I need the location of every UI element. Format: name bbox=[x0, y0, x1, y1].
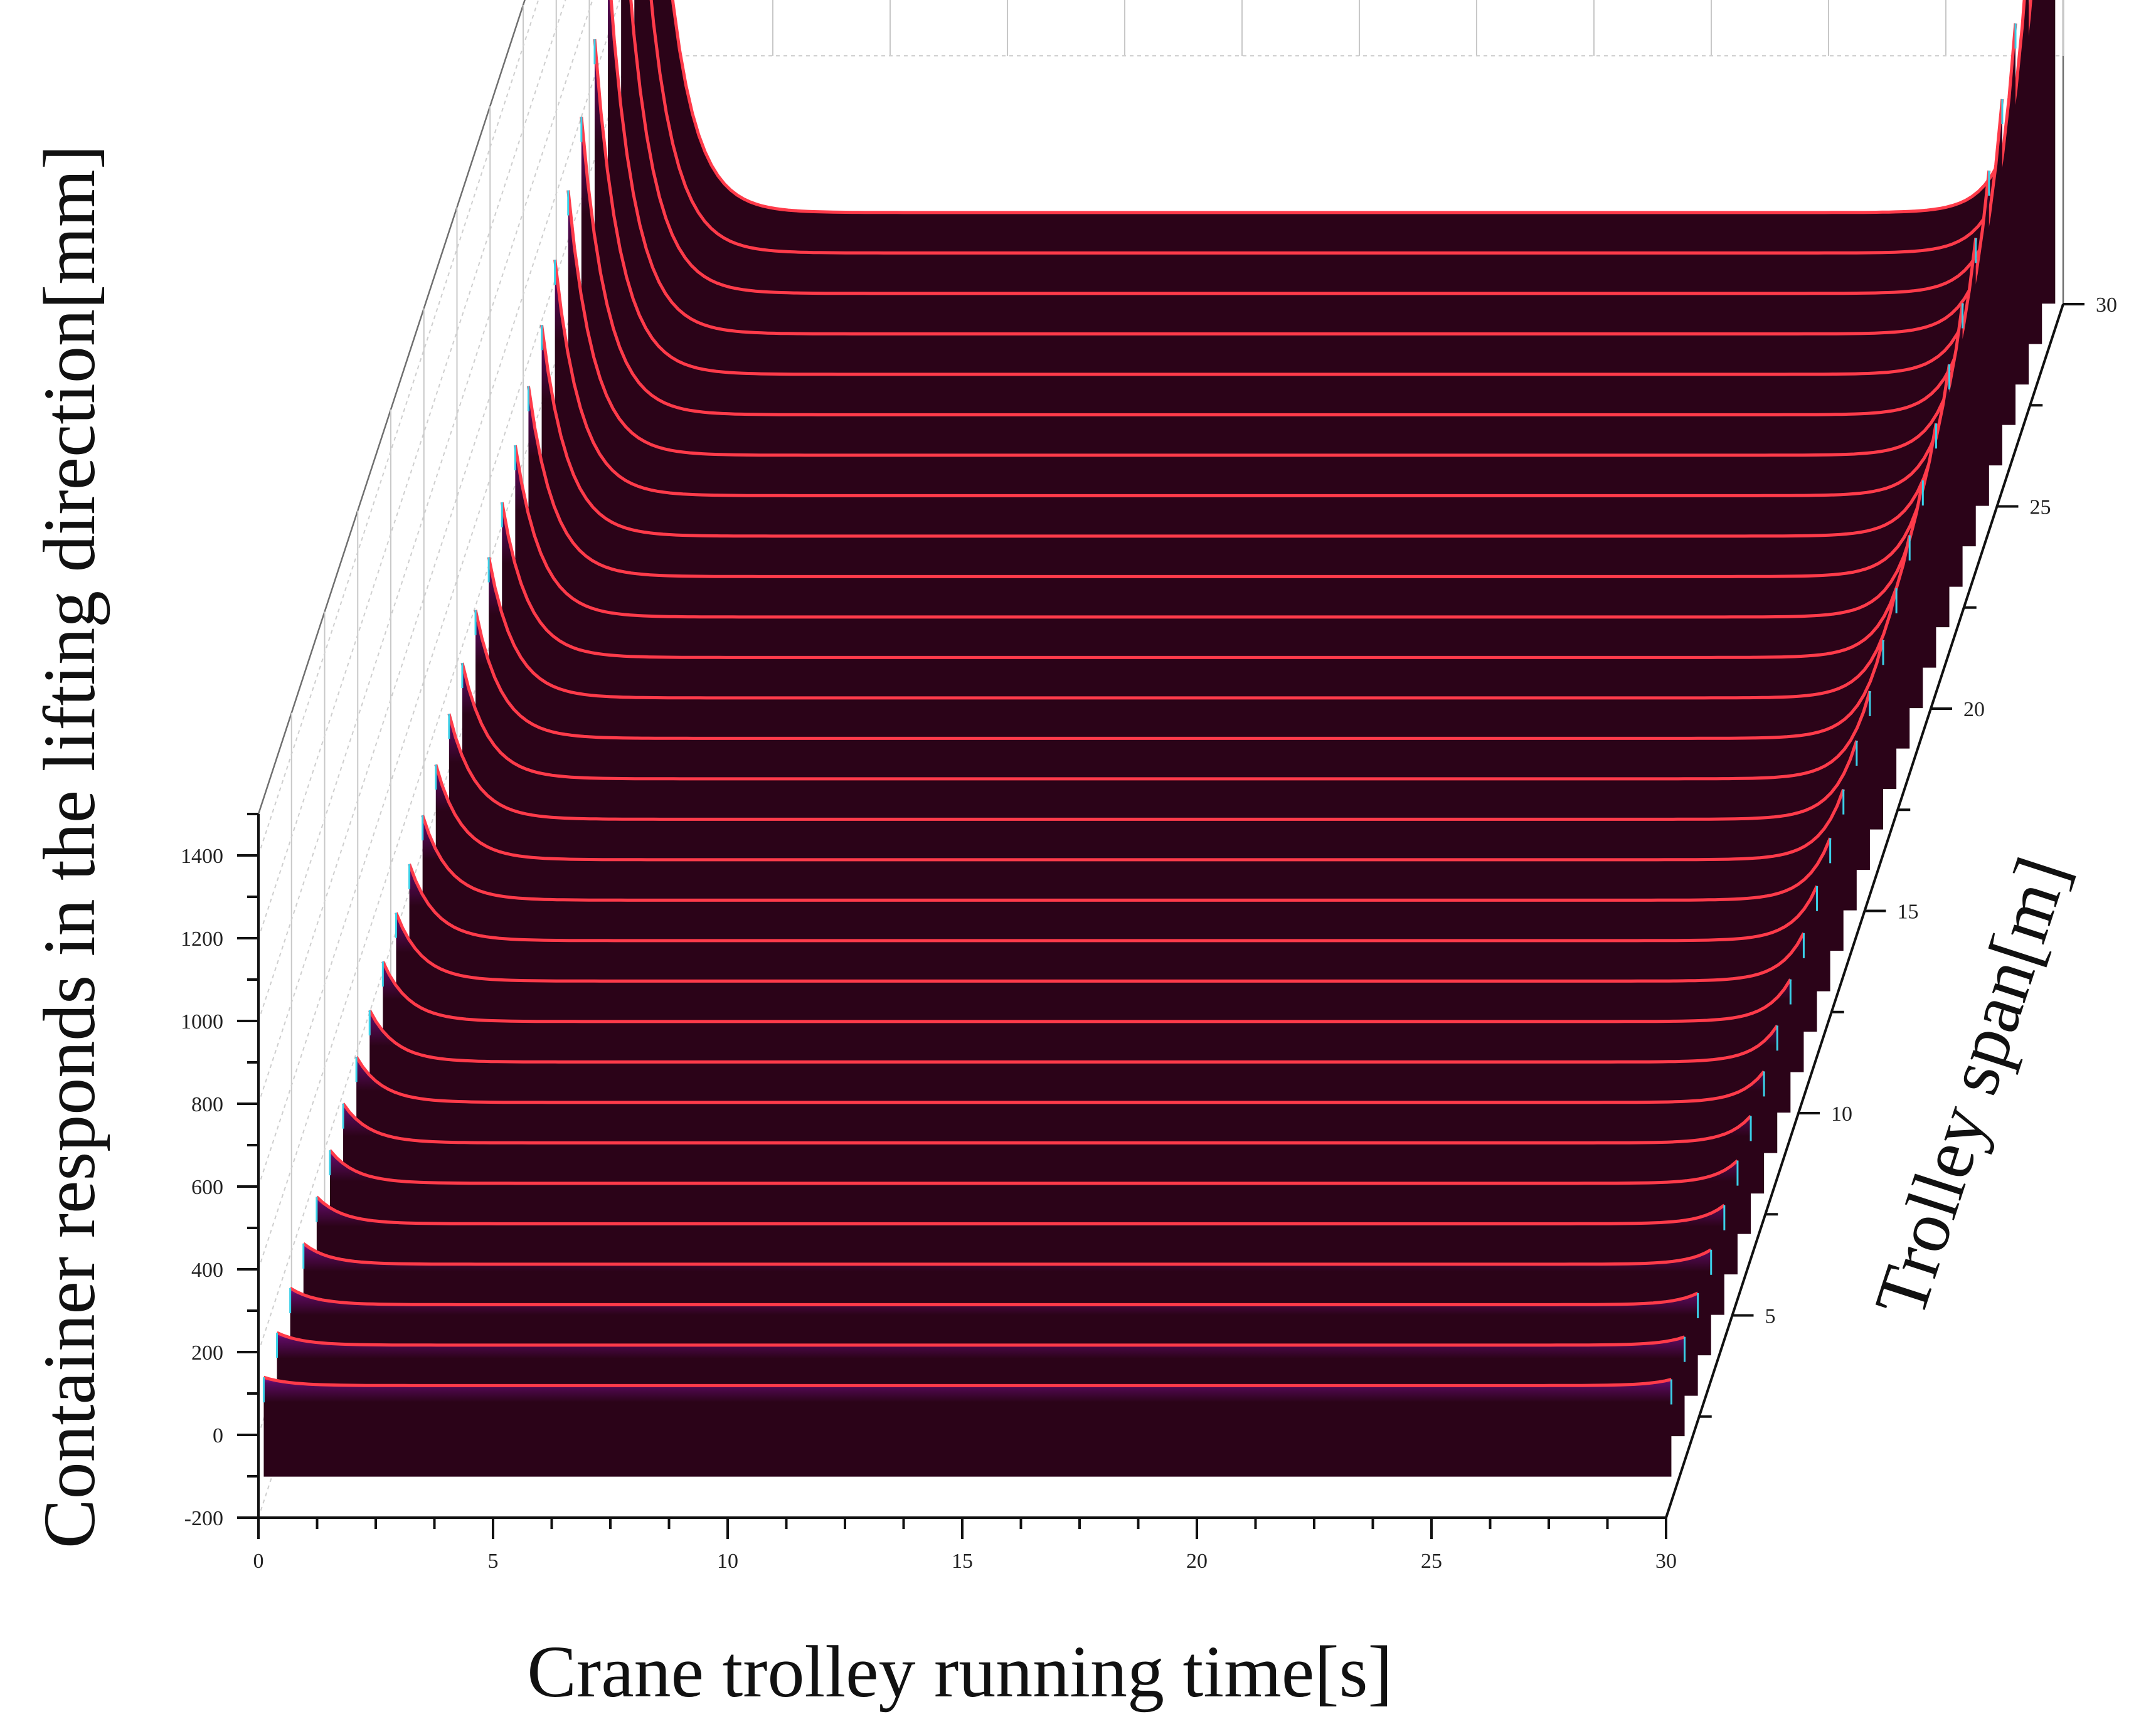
ridge-line bbox=[500, 502, 1911, 659]
series-ridge-24 bbox=[566, 190, 1978, 547]
x-tick-label: 5 bbox=[488, 1550, 499, 1573]
x-tick-label: 10 bbox=[717, 1550, 738, 1573]
span-tick-label: 20 bbox=[1963, 698, 1985, 721]
span-tick-label: 25 bbox=[2030, 496, 2051, 519]
series-ridge-29 bbox=[634, 0, 2042, 344]
ridge-line bbox=[289, 1286, 1699, 1306]
series-ridge-20 bbox=[513, 445, 1925, 709]
x-axis-title: Crane trolley running time[s] bbox=[527, 1631, 1393, 1713]
ridge-fill bbox=[568, 190, 1976, 547]
z-tick-label: 1400 bbox=[181, 845, 223, 868]
ridge-line bbox=[395, 912, 1805, 983]
series-layer bbox=[262, 0, 2056, 1477]
z-tick-label: 200 bbox=[191, 1341, 223, 1365]
z-tick-label: 600 bbox=[191, 1176, 223, 1199]
ridge-line bbox=[421, 815, 1832, 902]
ridge-line bbox=[593, 39, 2004, 376]
ridge-fill bbox=[541, 325, 1950, 628]
ridge-line bbox=[460, 662, 1872, 781]
z-tick-label: 1000 bbox=[181, 1010, 223, 1034]
ridge-line bbox=[368, 1009, 1779, 1064]
ridge-line bbox=[474, 610, 1885, 740]
ridge-fill bbox=[528, 386, 1936, 668]
ridge-fill bbox=[263, 1377, 1672, 1477]
z-tick-label: 400 bbox=[191, 1259, 223, 1282]
ridge-fill bbox=[634, 0, 2042, 344]
ridge-line bbox=[609, 0, 2017, 336]
x-tick-label: 25 bbox=[1421, 1550, 1442, 1573]
ridge-line bbox=[408, 863, 1819, 943]
ridge-line bbox=[302, 1242, 1712, 1266]
ridge-line bbox=[629, 0, 2026, 295]
series-ridge-18 bbox=[487, 556, 1898, 790]
ridge-line bbox=[649, 0, 2032, 255]
ridge-line bbox=[276, 1331, 1686, 1347]
x-tick-label: 15 bbox=[952, 1550, 973, 1573]
span-tick-label: 5 bbox=[1765, 1305, 1776, 1328]
ridge-line bbox=[316, 1195, 1726, 1225]
ridge-fill bbox=[621, 0, 2029, 385]
label-layer: Crane trolley running time[s] Trolley sp… bbox=[28, 145, 2084, 1713]
series-ridge-19 bbox=[500, 502, 1911, 749]
ridge-fill bbox=[502, 502, 1910, 749]
y-axis-title: Trolley span[m] bbox=[1859, 847, 2084, 1326]
z-axis-title: Container responds in the lifting direct… bbox=[28, 145, 110, 1548]
span-tick-label: 30 bbox=[2096, 293, 2117, 317]
span-tick-label: 10 bbox=[1831, 1102, 1852, 1126]
ridge-line bbox=[342, 1102, 1752, 1145]
z-tick-label: -200 bbox=[184, 1507, 223, 1530]
ridge-line bbox=[513, 445, 1925, 619]
series-ridge-30 bbox=[647, 0, 2056, 304]
z-tick-label: 800 bbox=[191, 1093, 223, 1116]
z-tick-label: 0 bbox=[213, 1424, 223, 1447]
axes-layer: 0 5 10 15 20 25 30 -200 0 200 400 600 800 1000 1200 140… bbox=[181, 293, 2117, 1573]
x-tick-label: 0 bbox=[253, 1550, 264, 1573]
ridge-line bbox=[329, 1149, 1739, 1185]
series-ridge-21 bbox=[526, 386, 1938, 668]
x-tick-label: 20 bbox=[1186, 1550, 1208, 1573]
ridge-line bbox=[540, 324, 1951, 538]
ridge-fill bbox=[489, 557, 1897, 790]
ridge-line bbox=[355, 1055, 1765, 1104]
ridge-line bbox=[381, 961, 1792, 1023]
ridge-line bbox=[526, 386, 1938, 578]
ridge-line bbox=[263, 1375, 1672, 1387]
ridge-fill bbox=[515, 445, 1923, 709]
ridge-line bbox=[487, 556, 1898, 700]
series-ridge-23 bbox=[553, 259, 1965, 587]
series-ridge-28 bbox=[621, 0, 2029, 385]
ridge-line bbox=[580, 116, 1991, 416]
z-tick-label: 1200 bbox=[181, 928, 223, 951]
x-tick-label: 30 bbox=[1655, 1550, 1677, 1573]
series-ridge-17 bbox=[474, 610, 1885, 830]
ridge-line bbox=[553, 259, 1965, 497]
ridge-line bbox=[671, 0, 2034, 214]
ridge-fill bbox=[647, 0, 2056, 304]
span-tick-label: 15 bbox=[1898, 901, 1919, 924]
ridge-line bbox=[566, 190, 1978, 457]
ridge-fill bbox=[475, 610, 1884, 830]
ridge-fill bbox=[555, 260, 1963, 587]
ridge-line bbox=[434, 764, 1845, 862]
series-ridge-1 bbox=[262, 1375, 1672, 1477]
ridge-line bbox=[447, 713, 1859, 821]
series-ridge-22 bbox=[540, 324, 1951, 628]
